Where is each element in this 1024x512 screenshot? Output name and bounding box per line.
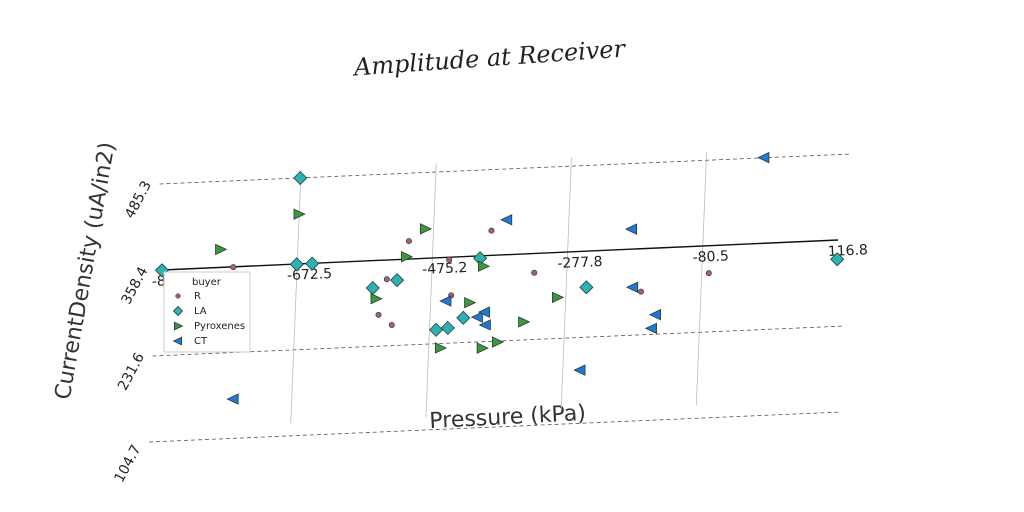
point-pyroxenes — [477, 260, 491, 272]
point-pyroxenes — [419, 223, 433, 235]
y-tick-label: 231.6 — [115, 350, 148, 393]
point-pyroxenes — [293, 208, 306, 220]
point-ct — [439, 295, 452, 307]
y-tick-label: 485.3 — [122, 178, 155, 221]
point-r — [488, 227, 495, 234]
point-r — [705, 270, 712, 277]
legend-label-ct: CT — [194, 336, 208, 347]
point-ct — [226, 393, 239, 405]
point-pyroxenes — [552, 291, 565, 304]
point-pyroxenes — [464, 296, 477, 309]
point-la — [440, 320, 455, 336]
point-pyroxenes — [434, 342, 448, 354]
point-pyroxenes — [476, 342, 489, 354]
point-ct — [470, 311, 483, 323]
legend-marker-pyroxenes — [173, 321, 184, 331]
point-ct — [757, 151, 770, 164]
gridline-horizontal — [148, 411, 842, 443]
y-tick-label: 358.4 — [119, 264, 152, 307]
point-la — [365, 280, 380, 296]
gridline-vertical — [425, 163, 437, 418]
legend: buyer R LA Pyroxenes CT — [163, 271, 251, 353]
point-la — [389, 273, 405, 288]
legend-label-r: R — [194, 291, 201, 302]
x-tick-label: -80.5 — [692, 248, 729, 266]
chart-title: Amplitude at Receiver — [351, 34, 627, 81]
legend-marker-r — [175, 293, 181, 299]
point-r — [637, 288, 644, 295]
point-pyroxenes — [370, 292, 383, 305]
y-tick-label: 104.7 — [112, 442, 145, 485]
x-tick-label: -475.2 — [422, 260, 468, 278]
legend-label-la: LA — [194, 306, 207, 317]
legend-marker-la — [172, 305, 184, 317]
legend-title: buyer — [192, 277, 222, 288]
point-pyroxenes — [518, 316, 531, 328]
y-axis-label: CurrentDensity (uA/in2) — [51, 140, 121, 401]
point-r — [383, 276, 390, 283]
point-ct — [500, 214, 513, 226]
gridline-vertical — [560, 157, 572, 412]
point-la — [456, 310, 471, 325]
gridline-vertical — [695, 151, 708, 406]
point-ct — [644, 322, 657, 335]
point-la — [830, 252, 845, 267]
point-ct — [477, 306, 490, 318]
point-la — [429, 322, 444, 337]
point-ct — [648, 308, 661, 321]
gridline-vertical — [290, 169, 302, 424]
x-tick-label: -277.8 — [557, 254, 603, 272]
point-ct — [624, 223, 638, 235]
point-ct — [573, 364, 586, 376]
point-ct — [625, 281, 639, 294]
point-r — [446, 256, 453, 263]
point-pyroxenes — [215, 243, 228, 256]
point-ct — [478, 319, 491, 331]
legend-label-pyroxenes: Pyroxenes — [194, 321, 245, 332]
gridline-horizontal — [159, 153, 852, 185]
point-r — [405, 238, 412, 245]
point-la — [305, 256, 320, 271]
legend-marker-ct — [172, 336, 183, 346]
point-r — [531, 269, 538, 276]
point-la — [293, 170, 308, 186]
point-r — [230, 264, 237, 271]
point-r — [388, 322, 395, 329]
point-pyroxenes — [401, 251, 414, 263]
x-tick-label: -672.5 — [287, 266, 333, 284]
point-pyroxenes — [492, 336, 505, 348]
point-r — [375, 311, 382, 318]
point-la — [579, 280, 594, 295]
x-axis-line — [161, 239, 839, 271]
point-la — [289, 257, 304, 272]
